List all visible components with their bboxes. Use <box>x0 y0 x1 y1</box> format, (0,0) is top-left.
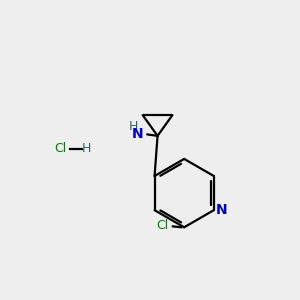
Text: H: H <box>81 142 91 155</box>
Text: Cl: Cl <box>156 219 168 232</box>
Text: Cl: Cl <box>55 142 67 155</box>
Text: H: H <box>129 121 139 134</box>
Text: N: N <box>215 203 227 217</box>
Text: N: N <box>132 128 143 141</box>
